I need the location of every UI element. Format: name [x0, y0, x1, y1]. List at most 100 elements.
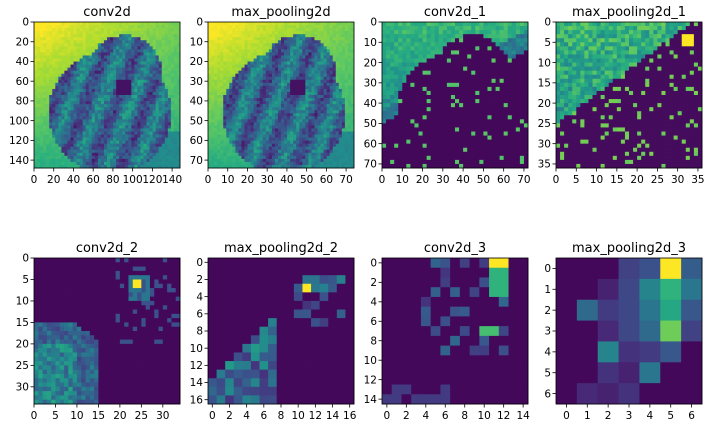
heatmap-cell [91, 52, 96, 56]
heatmap-cell [262, 88, 267, 93]
heatmap-cell [176, 61, 181, 65]
heatmap-cell [40, 49, 44, 53]
heatmap-cell [317, 85, 321, 90]
heatmap-cell [317, 37, 321, 41]
heatmap-cell [173, 140, 178, 145]
heatmap-cell [217, 73, 221, 78]
heatmap-cell [97, 43, 102, 47]
heatmap-cell [107, 25, 111, 29]
heatmap-cell [350, 104, 355, 108]
heatmap-cell [341, 55, 346, 59]
heatmap-cell [128, 146, 132, 151]
heatmap-cell [76, 104, 81, 108]
heatmap-cell [70, 128, 74, 132]
heatmap-cell [143, 164, 147, 169]
heatmap-cell [434, 38, 440, 43]
heatmap-cell [52, 98, 56, 102]
heatmap-cell [43, 101, 47, 105]
heatmap-cell [281, 25, 285, 29]
heatmap-cell [271, 82, 276, 87]
heatmap-cell [82, 43, 87, 47]
heatmap-cell [158, 137, 163, 142]
heatmap-cell [61, 79, 65, 84]
heatmap-cell [287, 37, 291, 41]
heatmap-cell [103, 107, 108, 111]
x-tick-label: 140 [162, 174, 182, 186]
heatmap-cell [73, 155, 77, 160]
heatmap-cell [229, 143, 233, 148]
heatmap-cell [281, 64, 285, 69]
heatmap-cell [143, 55, 147, 59]
heatmap-cell [235, 158, 239, 163]
heatmap-cell [302, 131, 306, 135]
heatmap-cell [167, 55, 172, 59]
heatmap-cell [277, 104, 282, 108]
heatmap-cell [223, 155, 227, 160]
heatmap-cell [137, 131, 141, 135]
heatmap-cell [64, 31, 68, 35]
heatmap-cell [164, 128, 169, 132]
heatmap-cell [58, 52, 62, 56]
heatmap-cell [232, 22, 236, 26]
heatmap-cell [37, 98, 41, 102]
heatmap-cell [244, 149, 248, 154]
heatmap-cell [91, 110, 96, 114]
heatmap-cell [100, 122, 105, 126]
heatmap-cell [167, 143, 172, 148]
heatmap-cell [214, 52, 218, 56]
heatmap-cell [122, 73, 126, 78]
heatmap-cell [293, 116, 297, 120]
heatmap-cell [143, 88, 147, 93]
heatmap-cell [155, 107, 160, 111]
heatmap-cell [167, 152, 172, 157]
heatmap-cell [320, 143, 324, 148]
heatmap-cell [79, 152, 84, 157]
heatmap-cell [143, 143, 147, 148]
heatmap-cell [338, 95, 343, 99]
heatmap-cell [326, 37, 331, 41]
heatmap-cell [37, 134, 41, 138]
heatmap-cell [152, 49, 157, 53]
heatmap-cell [82, 143, 87, 148]
heatmap-cell [131, 52, 135, 56]
heatmap-cell [97, 49, 102, 53]
heatmap-cell [302, 146, 306, 151]
heatmap-cell [511, 46, 517, 51]
heatmap-cell [308, 110, 312, 114]
heatmap-cell [503, 30, 509, 35]
heatmap-cell [131, 25, 135, 29]
heatmap-cell [55, 73, 59, 78]
heatmap-cell [284, 152, 288, 157]
heatmap-cell [341, 155, 346, 160]
heatmap-cell [293, 158, 297, 163]
heatmap-cell [265, 155, 270, 160]
heatmap-cell [296, 107, 300, 111]
heatmap-cell [341, 67, 346, 72]
heatmap-cell [91, 61, 96, 65]
heatmap-cell [164, 34, 169, 38]
heatmap-cell [426, 42, 432, 47]
heatmap-cell [40, 122, 44, 126]
heatmap-cell [326, 143, 331, 148]
heatmap-cell [244, 122, 248, 126]
heatmap-cell [55, 76, 59, 81]
heatmap-cell [326, 119, 331, 123]
heatmap-cell [61, 46, 65, 50]
heatmap-cell [128, 70, 132, 75]
heatmap-cell [214, 155, 218, 160]
heatmap-cell [226, 98, 230, 102]
heatmap-cell [49, 55, 53, 59]
heatmap-cell [82, 140, 87, 145]
heatmap-cell [256, 158, 261, 163]
heatmap-cell [256, 98, 261, 102]
heatmap-cell [277, 28, 282, 32]
heatmap-cell [274, 40, 279, 44]
heatmap-cell [398, 54, 403, 59]
heatmap-cell [418, 54, 423, 59]
heatmap-cell [250, 98, 255, 102]
heatmap-cell [52, 55, 56, 59]
heatmap-cell [338, 31, 343, 35]
heatmap-cell [122, 128, 126, 132]
heatmap-cell [143, 58, 147, 62]
heatmap-cell [167, 98, 172, 102]
